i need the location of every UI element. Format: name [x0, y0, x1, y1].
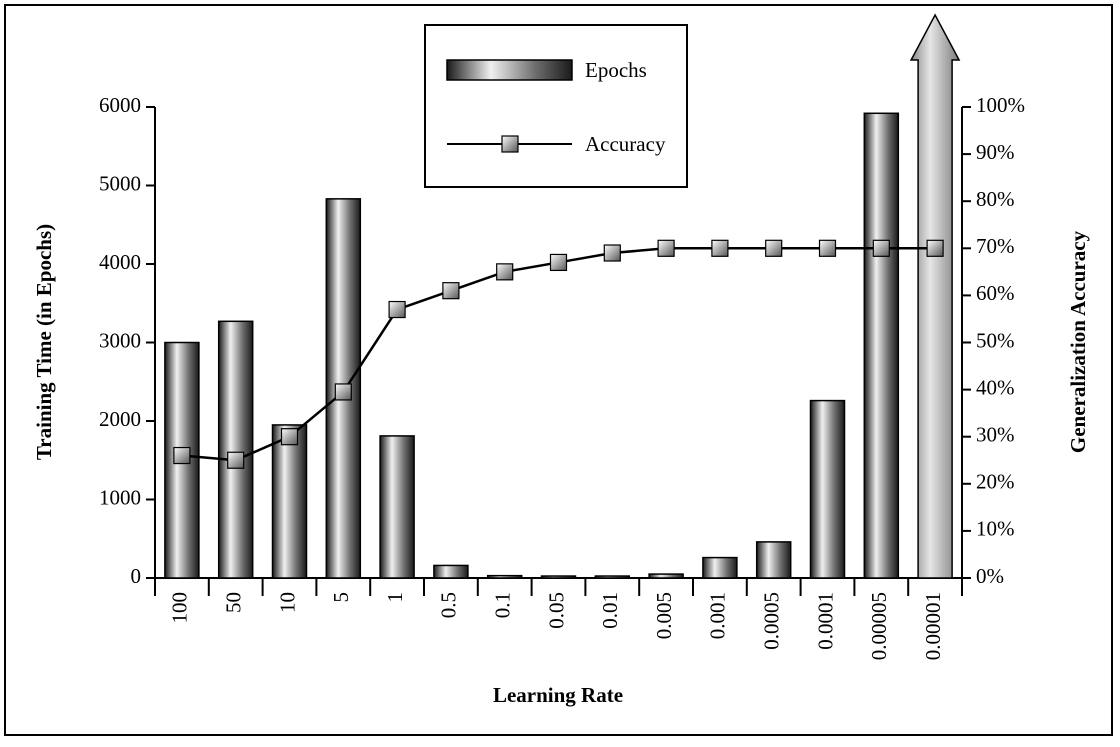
- line-marker: [711, 239, 729, 257]
- y2-tick-label: 50%: [976, 328, 1015, 352]
- legend-label: Accuracy: [585, 132, 666, 156]
- legend-label: Epochs: [585, 58, 647, 82]
- line-marker: [603, 244, 621, 262]
- frame: [4, 4, 1113, 736]
- x-tick-label: 0.0005: [760, 592, 784, 650]
- line-marker: [280, 428, 299, 446]
- y-tick-label: 0: [131, 564, 142, 588]
- y2-tick-label: 70%: [976, 234, 1015, 258]
- legend-swatch: [446, 59, 573, 81]
- bar: [702, 556, 738, 579]
- x-tick-label: 5: [329, 592, 353, 603]
- line-marker: [765, 239, 783, 257]
- y2-tick-label: 0%: [976, 564, 1004, 588]
- y2-axis-title: Generalization Accuracy: [1066, 230, 1090, 453]
- bar: [594, 575, 631, 579]
- x-tick-label: 0.01: [598, 592, 622, 629]
- y2-tick-label: 30%: [976, 423, 1015, 447]
- bar: [325, 198, 362, 579]
- bar: [540, 575, 577, 579]
- x-tick-label: 1: [383, 592, 407, 603]
- y-tick-label: 3000: [99, 328, 141, 352]
- y-tick-label: 1000: [99, 485, 141, 509]
- y-tick-label: 2000: [99, 407, 141, 431]
- bar: [755, 541, 792, 579]
- x-tick-label: 0.00001: [921, 592, 945, 660]
- x-tick-label: 50: [222, 592, 246, 613]
- line-marker: [173, 446, 191, 465]
- x-tick-label: 0.005: [652, 592, 676, 639]
- y2-tick-label: 100%: [976, 93, 1025, 117]
- line-marker: [926, 239, 944, 257]
- bar: [271, 424, 308, 579]
- x-tick-label: 0.00005: [867, 592, 891, 660]
- bar: [379, 435, 415, 579]
- bar: [863, 112, 900, 579]
- x-axis-title: Learning Rate: [493, 683, 623, 707]
- line-marker: [549, 253, 568, 272]
- legend-box: [424, 24, 688, 188]
- x-tick-label: 0.5: [437, 592, 461, 618]
- x-tick-label: 100: [168, 592, 192, 624]
- y2-tick-label: 80%: [976, 187, 1015, 211]
- x-tick-label: 0.05: [544, 592, 568, 629]
- y-tick-label: 5000: [99, 171, 141, 195]
- y-tick-label: 4000: [99, 250, 141, 274]
- x-tick-label: 0.0001: [813, 592, 837, 650]
- legend-marker: [501, 135, 519, 153]
- y2-tick-label: 90%: [976, 140, 1015, 164]
- line-marker: [872, 239, 890, 257]
- line-marker: [496, 263, 514, 281]
- bar: [433, 564, 469, 579]
- y2-tick-label: 40%: [976, 375, 1015, 399]
- x-tick-label: 0.001: [706, 592, 730, 639]
- y-axis-title: Training Time (in Epochs): [32, 224, 56, 460]
- x-tick-label: 10: [275, 592, 299, 613]
- x-tick-label: 0.1: [491, 592, 515, 618]
- line-marker: [388, 300, 406, 319]
- line-marker: [818, 239, 837, 257]
- bar: [217, 320, 254, 579]
- y-tick-label: 6000: [99, 93, 141, 117]
- line-marker: [657, 239, 675, 257]
- bar: [648, 573, 684, 579]
- line-marker: [442, 282, 460, 300]
- y2-tick-label: 10%: [976, 517, 1015, 541]
- line-marker: [334, 383, 352, 401]
- y2-tick-label: 20%: [976, 470, 1015, 494]
- overflow-arrow: [909, 13, 961, 579]
- y2-tick-label: 60%: [976, 281, 1015, 305]
- bar: [809, 399, 846, 579]
- bar: [486, 574, 523, 579]
- line-marker: [227, 451, 245, 469]
